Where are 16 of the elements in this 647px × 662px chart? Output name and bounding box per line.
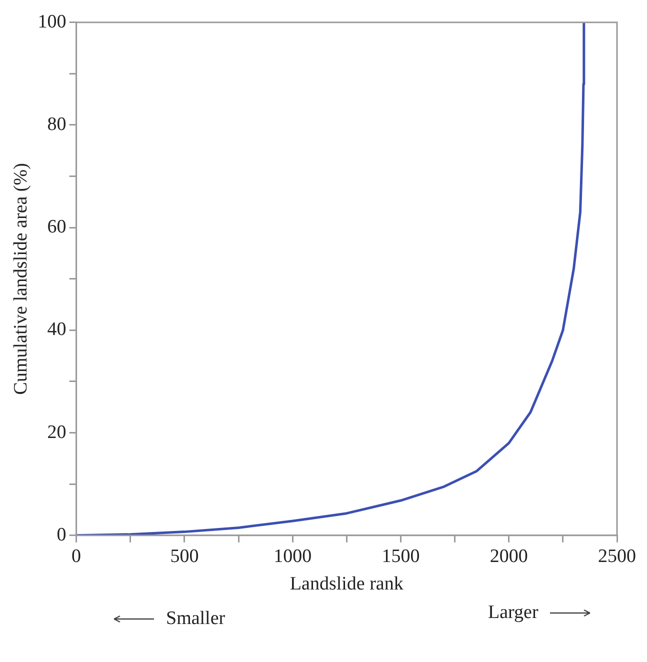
x-tick-label: 1000 [274,546,312,567]
y-tick-label: 0 [56,524,66,546]
x-tick-label: 500 [170,546,199,567]
y-tick-label: 100 [38,11,66,32]
y-tick-label: 20 [47,422,66,443]
x-tick-label: 0 [72,546,82,567]
x-tick-label: 1500 [382,546,420,567]
y-tick-label: 40 [47,319,66,340]
y-axis-title: Cumulative landslide area (%) [10,163,32,395]
x-axis-title: Landslide rank [290,574,404,595]
x-tick-label: 2000 [490,546,528,567]
text: Larger [488,602,538,624]
y-tick-label: 80 [47,114,66,135]
text: Smaller [166,608,226,630]
y-tick-label: 60 [47,216,66,238]
x-tick-label: 2500 [598,546,636,567]
